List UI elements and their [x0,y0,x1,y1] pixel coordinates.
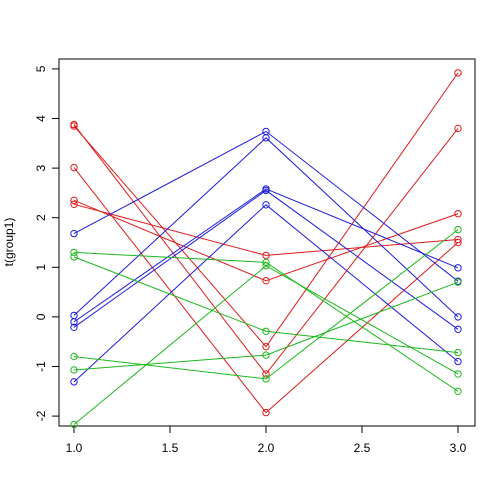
series-line [73,188,459,323]
series-11 [70,248,462,395]
series-line [73,203,459,256]
data-point [454,210,462,218]
x-tick-label: 2.5 [354,441,371,455]
x-tick-label: 1.5 [162,441,179,455]
series-3 [70,163,462,417]
y-tick-label: -2 [34,410,48,421]
y-axis: -2 -1 0 1 2 3 4 5 [34,65,60,421]
series-4 [70,196,462,285]
data-point [70,120,78,129]
data-point [454,387,462,395]
y-axis-title: t(group1) [2,218,16,267]
data-point [262,351,270,359]
series-line [73,130,459,282]
x-axis: 1.0 1.5 2.0 2.5 3.0 [66,425,467,455]
y-tick-label: 2 [34,214,48,221]
data-point [70,229,78,238]
data-point [262,201,270,209]
data-point [70,196,78,205]
series-14 [70,278,462,374]
data-point [454,235,462,244]
series-line [73,189,459,330]
data-point [454,357,462,366]
y-tick-label: 1 [34,264,48,271]
series-line [73,199,459,282]
series-9 [70,186,462,333]
series-line [73,72,459,348]
data-point [454,278,462,286]
y-tick-label: -1 [34,361,48,372]
data-point [70,352,78,361]
x-tick-label: 2.0 [258,441,275,455]
data-point [454,264,462,272]
data-point [262,251,270,260]
data-point [454,348,462,357]
data-point [454,69,462,77]
data-point [262,408,270,417]
data-point [70,253,78,261]
series-8 [70,185,462,326]
series-line [73,265,459,425]
data-point [70,378,78,386]
series-line [73,204,459,383]
series-12 [70,253,462,357]
series-2 [70,120,462,378]
data-point [262,134,270,142]
data-point [70,318,78,326]
data-point [454,225,462,234]
series-line [73,124,459,375]
series-line [73,167,459,414]
data-point [454,325,462,333]
series-5 [70,200,462,260]
y-tick-label: 4 [34,115,48,122]
series-line [73,256,459,354]
data-point [262,186,270,195]
data-point [454,238,462,247]
data-point [262,327,270,335]
series-line [73,229,459,380]
data-point [454,370,462,378]
x-tick-label: 3.0 [450,441,467,455]
series-10 [70,201,462,386]
series-7 [70,134,462,321]
data-point [70,420,78,429]
data-point [262,262,270,270]
data-point [262,370,270,378]
data-point [262,375,270,383]
series-15 [70,262,462,429]
data-point [454,313,462,321]
y-tick-label: 5 [34,65,48,72]
series-layer [70,69,462,429]
data-point [70,366,78,374]
data-point [70,248,78,257]
data-point [262,342,270,351]
data-point [70,323,78,332]
y-tick-label: 3 [34,164,48,171]
series-13 [70,225,462,383]
series-line [73,281,459,371]
series-line [73,137,459,318]
y-tick-label: 0 [34,313,48,320]
series-1 [70,69,462,351]
data-point [262,276,270,285]
data-point [454,124,462,133]
x-tick-label: 1.0 [66,441,83,455]
data-point [70,200,78,209]
data-point [70,163,78,172]
